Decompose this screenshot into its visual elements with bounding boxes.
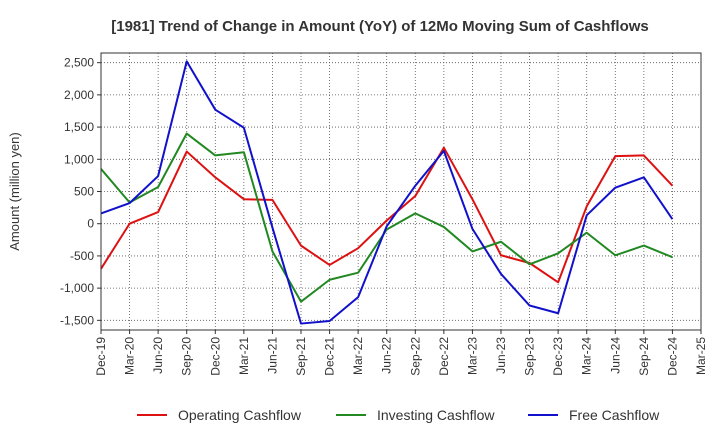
x-tick-label: Sep-23 bbox=[523, 337, 537, 376]
y-tick-label: -500 bbox=[70, 249, 94, 263]
legend-label: Operating Cashflow bbox=[178, 407, 302, 423]
x-axis-ticks: Dec-19 Mar-20 Jun-20 Sep-20 Dec-20 Mar-21 Jun-… bbox=[94, 330, 708, 376]
x-tick-label: Jun-24 bbox=[608, 337, 622, 374]
legend-label: Free Cashflow bbox=[569, 407, 660, 423]
legend-label: Investing Cashflow bbox=[377, 407, 495, 423]
y-tick-label: 500 bbox=[74, 185, 94, 199]
series-line-free-cashflow bbox=[100, 60, 674, 325]
x-tick-label: Mar-21 bbox=[237, 337, 251, 375]
x-tick-label: Dec-21 bbox=[323, 337, 337, 376]
y-tick-label: 2,000 bbox=[64, 88, 94, 102]
series-lines bbox=[100, 60, 674, 325]
x-tick-label: Jun-23 bbox=[494, 337, 508, 374]
x-tick-label: Jun-20 bbox=[151, 337, 165, 374]
y-tick-label: 0 bbox=[87, 217, 94, 231]
series-line-investing-cashflow bbox=[100, 132, 673, 303]
y-tick-label: -1,000 bbox=[60, 281, 94, 295]
y-axis-label: Amount (million yen) bbox=[7, 132, 22, 251]
grid bbox=[101, 53, 701, 330]
series-line-operating-cashflow bbox=[100, 146, 674, 284]
legend: Operating Cashflow Investing Cashflow Free… bbox=[137, 407, 660, 423]
x-tick-label: Mar-22 bbox=[351, 337, 365, 375]
x-tick-label: Dec-24 bbox=[665, 337, 679, 376]
y-tick-label: 2,500 bbox=[64, 56, 94, 70]
y-tick-label: 1,000 bbox=[64, 152, 94, 166]
x-tick-label: Jun-22 bbox=[380, 337, 394, 374]
x-tick-label: Mar-24 bbox=[580, 337, 594, 375]
x-tick-label: Dec-22 bbox=[437, 337, 451, 376]
x-tick-label: Dec-19 bbox=[94, 337, 108, 376]
y-tick-label: -1,500 bbox=[60, 313, 94, 327]
x-tick-label: Sep-21 bbox=[294, 337, 308, 376]
x-tick-label: Mar-23 bbox=[465, 337, 479, 375]
y-axis-ticks: -1,500 -1,000 -500 0 500 1,000 1,500 2,000 2,500 bbox=[60, 56, 101, 327]
y-tick-label: 1,500 bbox=[64, 120, 94, 134]
x-tick-label: Mar-20 bbox=[123, 337, 137, 375]
x-tick-label: Jun-21 bbox=[265, 337, 279, 374]
x-tick-label: Sep-22 bbox=[408, 337, 422, 376]
x-tick-label: Dec-20 bbox=[208, 337, 222, 376]
x-tick-label: Sep-20 bbox=[180, 337, 194, 376]
x-tick-label: Mar-25 bbox=[694, 337, 708, 375]
x-tick-label: Dec-23 bbox=[551, 337, 565, 376]
plot-frame bbox=[100, 52, 702, 331]
x-tick-label: Sep-24 bbox=[637, 337, 651, 376]
chart-title: [1981] Trend of Change in Amount (YoY) o… bbox=[111, 18, 649, 35]
